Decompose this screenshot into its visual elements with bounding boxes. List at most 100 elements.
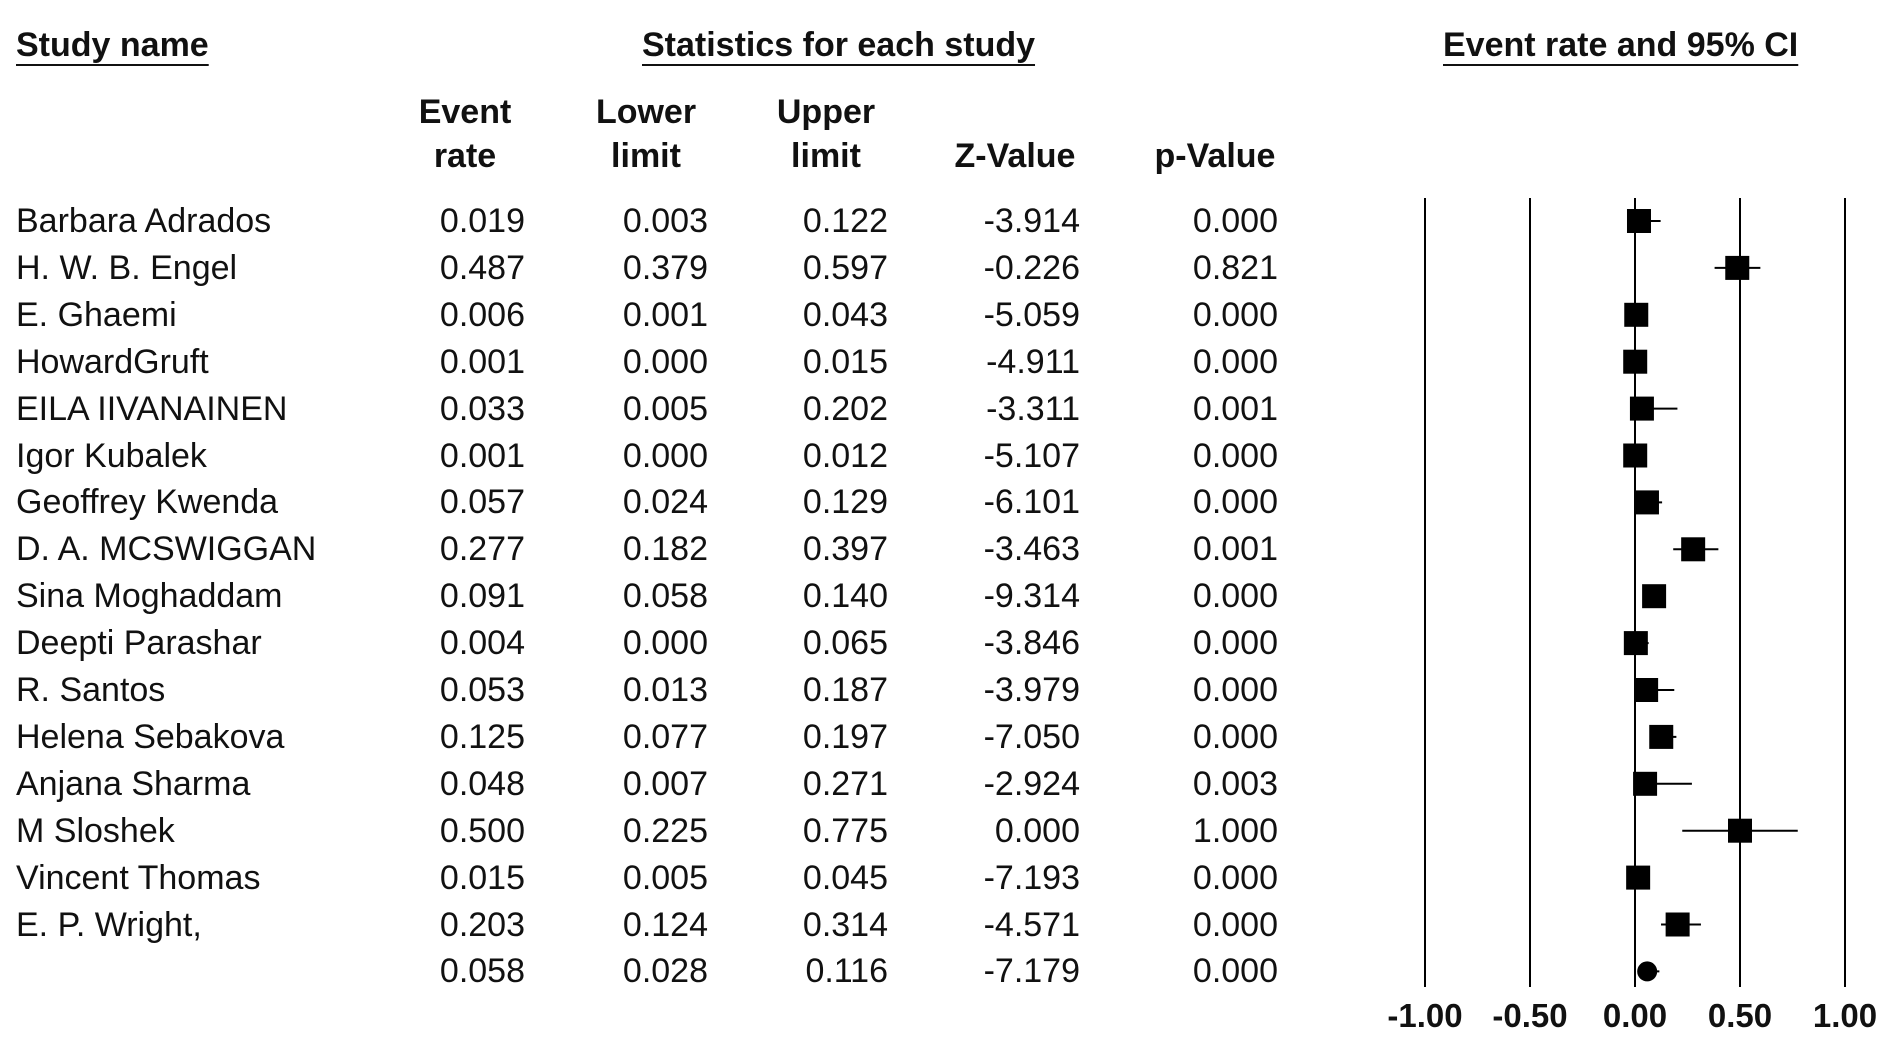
table-row: D. A. MCSWIGGAN 0.277 0.182 0.397 -3.463 0.00… <box>0 526 1310 572</box>
z-value-cell: -3.463 <box>983 530 1080 569</box>
lower-limit-cell: 0.003 <box>622 202 708 240</box>
table-row: E. Ghaemi 0.006 0.001 0.043 -5.059 0.000 <box>0 292 1310 338</box>
study-name-cell: EILA IIVANAINEN <box>16 389 288 428</box>
upper-limit-cell: 0.045 <box>802 858 888 897</box>
p-value-cell: 0.000 <box>1192 295 1278 334</box>
study-point <box>1634 490 1659 515</box>
study-point <box>1634 678 1659 702</box>
event-rate-cell: 0.487 <box>439 248 525 287</box>
upper-limit-cell: 0.397 <box>802 530 888 569</box>
event-rate-column-header: Event rate <box>385 90 545 178</box>
x-tick-label: -1.00 <box>1387 997 1462 1034</box>
p-value-cell: 0.000 <box>1192 671 1278 709</box>
event-rate-cell: 0.048 <box>439 764 525 803</box>
event-rate-cell: 0.277 <box>439 530 525 569</box>
study-name-header: Study name <box>16 26 209 64</box>
event-rate-cell: 0.091 <box>439 577 525 616</box>
upper-limit-cell: 0.065 <box>802 624 888 663</box>
upper-limit-header-line2: limit <box>791 137 861 175</box>
z-value-column-header: Z-Value <box>954 137 1076 175</box>
table-row: Deepti Parashar 0.004 0.000 0.065 -3.846 0.00… <box>0 620 1310 666</box>
event-rate-cell: 0.203 <box>439 905 525 944</box>
p-value-cell: 1.000 <box>1192 811 1278 850</box>
statistics-header: Statistics for each study <box>642 26 1036 64</box>
p-value-cell: 0.000 <box>1192 905 1278 944</box>
event-rate-cell: 0.053 <box>439 671 525 709</box>
p-value-cell: 0.003 <box>1192 764 1278 803</box>
lower-limit-cell: 0.000 <box>622 624 708 663</box>
event-rate-cell: 0.058 <box>439 952 525 991</box>
x-tick-label: 0.50 <box>1708 997 1772 1034</box>
study-name-cell: Barbara Adrados <box>16 202 272 240</box>
study-point <box>1728 818 1752 843</box>
lower-limit-cell: 0.058 <box>622 577 708 616</box>
table-row: R. Santos 0.053 0.013 0.187 -3.979 0.000 <box>0 667 1310 713</box>
p-value-cell: 0.000 <box>1192 483 1278 522</box>
z-value-cell: -0.226 <box>983 248 1080 287</box>
z-value-cell: -3.914 <box>983 202 1080 240</box>
study-name-cell: Deepti Parashar <box>16 624 262 663</box>
study-point <box>1725 255 1750 280</box>
study-name-cell: H. W. B. Engel <box>16 248 238 287</box>
z-value-cell: -9.314 <box>983 577 1080 616</box>
lower-limit-cell: 0.000 <box>622 342 708 381</box>
study-name-cell: Sina Moghaddam <box>16 577 283 616</box>
event-rate-cell: 0.500 <box>439 811 525 850</box>
upper-limit-column-header: Upper limit <box>746 90 906 178</box>
upper-limit-cell: 0.116 <box>805 952 888 991</box>
summary-row: 0.058 0.028 0.116 -7.179 0.000 <box>0 948 1310 994</box>
event-rate-cell: 0.004 <box>439 624 525 663</box>
p-value-cell: 0.821 <box>1192 248 1278 287</box>
upper-limit-cell: 0.314 <box>802 905 888 944</box>
lower-limit-cell: 0.182 <box>622 530 708 569</box>
table-row: Barbara Adrados 0.019 0.003 0.122 -3.914 0.00… <box>0 198 1310 244</box>
table-row: Helena Sebakova 0.125 0.077 0.197 -7.050 0.00… <box>0 714 1310 760</box>
lower-limit-cell: 0.005 <box>622 858 708 897</box>
upper-limit-cell: 0.012 <box>802 436 888 475</box>
study-name-cell: HowardGruft <box>16 342 209 381</box>
study-point <box>1623 443 1648 468</box>
lower-limit-cell: 0.000 <box>622 436 708 475</box>
event-rate-cell: 0.015 <box>439 858 525 897</box>
table-row: Vincent Thomas 0.015 0.005 0.045 -7.193 0.000 <box>0 855 1310 901</box>
z-value-cell: -6.101 <box>983 483 1080 522</box>
p-value-cell: 0.000 <box>1192 436 1278 475</box>
summary-point <box>1637 961 1658 982</box>
event-rate-cell: 0.001 <box>439 436 525 475</box>
z-value-cell: -4.571 <box>983 905 1080 944</box>
study-name-cell: E. P. Wright, <box>16 905 202 944</box>
study-point <box>1681 537 1706 562</box>
p-value-cell: 0.001 <box>1192 530 1278 569</box>
upper-limit-cell: 0.597 <box>802 248 888 287</box>
study-point <box>1629 396 1654 421</box>
event-rate-cell: 0.057 <box>439 483 525 522</box>
event-rate-header-line1: Event <box>418 93 512 131</box>
table-row: Anjana Sharma 0.048 0.007 0.271 -2.924 0.003 <box>0 761 1310 807</box>
lower-limit-column-header: Lower limit <box>566 90 726 178</box>
table-row: E. P. Wright, 0.203 0.124 0.314 -4.571 0.000 <box>0 902 1310 948</box>
event-rate-header-line2: rate <box>433 137 497 175</box>
event-rate-cell: 0.019 <box>439 202 525 240</box>
lower-limit-cell: 0.124 <box>622 905 708 944</box>
study-point <box>1623 631 1648 656</box>
study-point <box>1626 865 1651 890</box>
upper-limit-cell: 0.187 <box>802 671 888 709</box>
study-point <box>1665 912 1690 937</box>
z-value-cell: -7.179 <box>983 952 1080 991</box>
upper-limit-cell: 0.271 <box>802 764 888 803</box>
upper-limit-cell: 0.122 <box>802 202 888 240</box>
study-name-cell: M Sloshek <box>16 811 175 850</box>
upper-limit-cell: 0.140 <box>802 577 888 616</box>
z-value-cell: -5.107 <box>983 436 1080 475</box>
p-value-column-header: p-Value <box>1154 137 1276 175</box>
forest-plot: -1.00 -0.50 0.00 0.50 1.00 <box>1387 198 1877 1034</box>
z-value-cell: -3.311 <box>986 389 1080 428</box>
upper-limit-cell: 0.775 <box>802 811 888 850</box>
study-point <box>1633 771 1658 796</box>
z-value-cell: -2.924 <box>983 764 1080 803</box>
z-value-cell: 0.000 <box>994 811 1080 850</box>
study-name-cell: R. Santos <box>16 671 166 709</box>
p-value-cell: 0.000 <box>1192 624 1278 663</box>
z-value-cell: -7.193 <box>983 858 1080 897</box>
